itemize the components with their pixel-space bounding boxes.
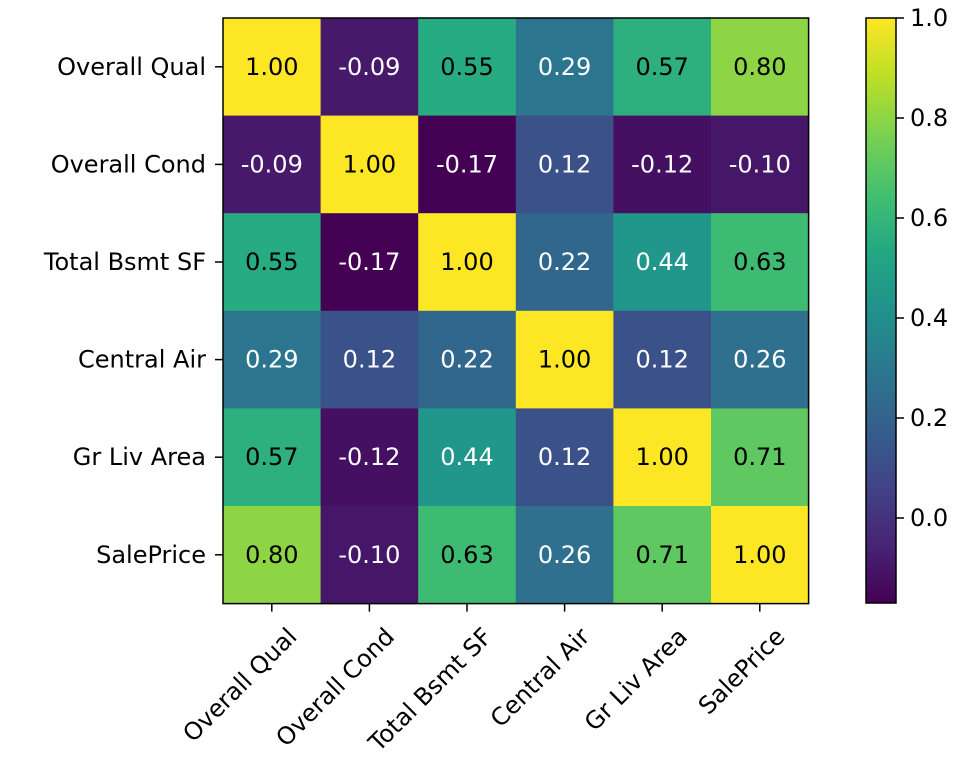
heatmap-cell-value: 0.80	[733, 53, 786, 81]
heatmap-cell	[320, 115, 419, 214]
heatmap-cell	[418, 213, 517, 312]
x-tick-label: SalePrice	[693, 622, 791, 720]
heatmap-cell	[613, 115, 712, 214]
heatmap-cell-value: 0.29	[245, 346, 298, 374]
heatmap-cell	[613, 506, 712, 605]
heatmap-cell-value: 0.71	[733, 443, 786, 471]
heatmap-cell-value: 0.63	[440, 541, 493, 569]
heatmap-cell-value: -0.09	[241, 150, 303, 178]
heatmap-cell	[223, 213, 322, 312]
y-tick-label: Overall Cond	[51, 150, 206, 178]
heatmap-cell	[711, 310, 810, 409]
y-tick-label: Total Bsmt SF	[43, 248, 206, 276]
heatmap-cell-value: 0.12	[538, 443, 591, 471]
heatmap-cell	[515, 213, 614, 312]
heatmap-cell-value: 0.22	[440, 346, 493, 374]
heatmap-cell-value: 1.00	[635, 443, 688, 471]
heatmap-cell	[223, 115, 322, 214]
heatmap-cell-value: 0.55	[245, 248, 298, 276]
heatmap-cell	[320, 506, 419, 605]
heatmap-cell-value: 0.80	[245, 541, 298, 569]
heatmap-cell-value: 0.71	[635, 541, 688, 569]
heatmap-cell	[515, 115, 614, 214]
heatmap-cell-value: 1.00	[245, 53, 298, 81]
heatmap-cell	[613, 18, 712, 117]
colorbar: 0.0 0.2 0.4 0.6 0.8 1.0	[865, 4, 948, 604]
heatmap-cell-value: 0.44	[635, 248, 688, 276]
heatmap-cell-labels: 1.00 -0.09 0.55 0.29 0.57 0.80 -0.09 1.00 -0.17 0…	[241, 53, 791, 569]
heatmap-cell	[418, 115, 517, 214]
heatmap-cells	[223, 18, 810, 605]
heatmap-cell	[320, 213, 419, 312]
heatmap-cell-value: -0.09	[338, 53, 400, 81]
heatmap-cell-value: 0.63	[733, 248, 786, 276]
colorbar-tick-label: 0.2	[910, 404, 948, 432]
colorbar-tick-label: 0.6	[910, 204, 948, 232]
colorbar-tick-label: 1.0	[910, 4, 948, 32]
y-axis-ticks: Overall Qual Overall Cond Total Bsmt SF Cen…	[43, 53, 223, 569]
heatmap-cell	[418, 506, 517, 605]
heatmap-cell-value: 1.00	[538, 346, 591, 374]
heatmap-cell	[515, 506, 614, 605]
heatmap-cell-value: -0.10	[338, 541, 400, 569]
heatmap-cell	[515, 310, 614, 409]
colorbar-tick-label: 0.4	[910, 304, 948, 332]
heatmap-cell	[711, 506, 810, 605]
heatmap-cell	[223, 310, 322, 409]
colorbar-tick-label: 0.8	[910, 104, 948, 132]
heatmap-cell	[515, 408, 614, 507]
heatmap-cell	[320, 18, 419, 117]
y-tick-label: Central Air	[78, 346, 206, 374]
heatmap-cell	[223, 506, 322, 605]
heatmap-cell	[613, 408, 712, 507]
heatmap-cell-value: 1.00	[440, 248, 493, 276]
y-tick-label: SalePrice	[96, 541, 206, 569]
heatmap-cell-value: 1.00	[343, 150, 396, 178]
colorbar-tick-label: 0.0	[910, 504, 948, 532]
heatmap-cell-value: 0.12	[343, 346, 396, 374]
heatmap-cell	[320, 408, 419, 507]
heatmap-cell	[711, 408, 810, 507]
heatmap-cell-value: 0.57	[635, 53, 688, 81]
heatmap-cell-value: 0.26	[733, 346, 786, 374]
heatmap-cell-value: 0.57	[245, 443, 298, 471]
heatmap-cell-value: -0.17	[338, 248, 400, 276]
heatmap-cell	[223, 408, 322, 507]
heatmap-cell-value: -0.12	[631, 150, 693, 178]
heatmap-cell-value: 0.55	[440, 53, 493, 81]
heatmap-frame	[222, 17, 810, 605]
heatmap-cell	[711, 115, 810, 214]
x-tick-label: Gr Liv Area	[579, 622, 693, 736]
heatmap-cell-value: 1.00	[733, 541, 786, 569]
heatmap-cell	[418, 18, 517, 117]
heatmap-cell-value: 0.12	[635, 346, 688, 374]
heatmap-cell	[711, 18, 810, 117]
heatmap-cell-value: -0.10	[729, 150, 791, 178]
heatmap-cell-value: -0.17	[436, 150, 498, 178]
heatmap-cell	[613, 310, 712, 409]
colorbar-ticks: 0.0 0.2 0.4 0.6 0.8 1.0	[896, 4, 948, 532]
heatmap-cell-value: 0.26	[538, 541, 591, 569]
heatmap-cell	[711, 213, 810, 312]
heatmap-cell	[515, 18, 614, 117]
heatmap-cell	[418, 310, 517, 409]
heatmap-cell	[223, 18, 322, 117]
heatmap-cell-value: -0.12	[338, 443, 400, 471]
heatmap-cell	[418, 408, 517, 507]
colorbar-gradient	[866, 18, 896, 603]
heatmap-cell-value: 0.12	[538, 150, 591, 178]
heatmap-cell-value: 0.29	[538, 53, 591, 81]
y-tick-label: Overall Qual	[57, 53, 206, 81]
y-tick-label: Gr Liv Area	[73, 443, 206, 471]
heatmap-cell	[613, 213, 712, 312]
heatmap-cell	[320, 310, 419, 409]
heatmap-cell-value: 0.44	[440, 443, 493, 471]
colorbar-frame	[865, 17, 897, 604]
heatmap-cell-value: 0.22	[538, 248, 591, 276]
